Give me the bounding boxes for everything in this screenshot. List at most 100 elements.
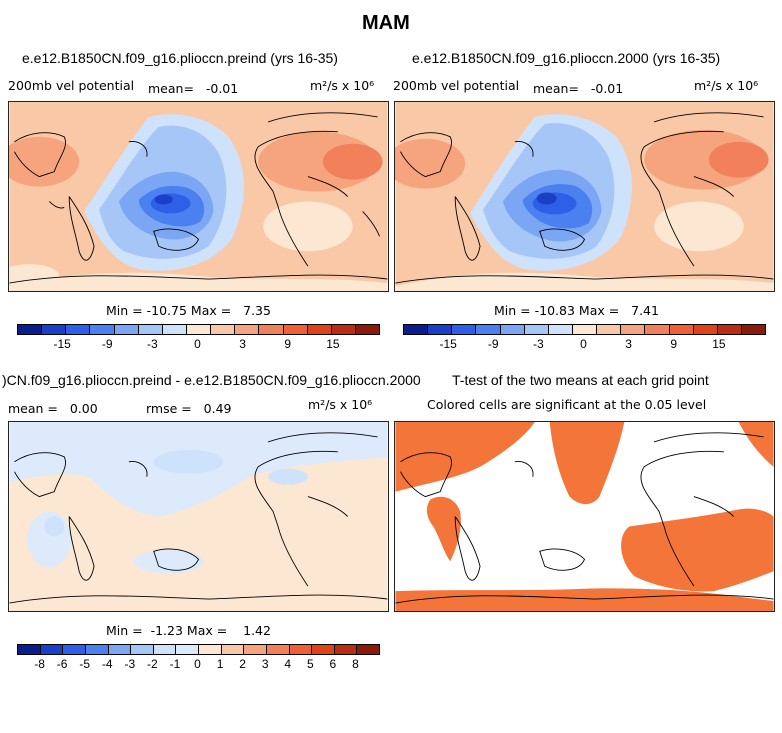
colorbar-swatch [289,645,313,654]
panel1-colorbar [17,324,380,335]
colorbar-swatch [266,645,290,654]
colorbar-swatch [235,325,260,334]
colorbar-swatch [621,325,646,334]
panel3-tick: -3 [124,657,136,671]
panel1-tick: 0 [194,337,201,351]
colorbar-swatch [108,645,132,654]
colorbar-swatch [85,645,109,654]
colorbar-swatch [500,325,525,334]
panel3-tick: 6 [329,657,337,671]
panel2-minmax: Min = -10.83 Max = 7.41 [494,303,659,318]
colorbar-swatch [42,325,67,334]
panel1-mean: mean= -0.01 [148,81,239,96]
panel1-tick: -3 [147,337,158,351]
panel1-tick: 3 [239,337,246,351]
panel2-tick: 3 [625,337,632,351]
panel1-tick: -9 [101,337,113,351]
colorbar-swatch [211,325,236,334]
colorbar-swatch [597,325,622,334]
panel1-minmax: Min = -10.75 Max = 7.35 [106,303,271,318]
panel3-rmse: rmse = 0.49 [146,401,232,416]
colorbar-swatch [138,325,163,334]
figure-title: MAM [362,12,410,34]
panel2-tick: -9 [487,337,499,351]
panel2-map [394,101,775,292]
colorbar-swatch [404,325,429,334]
panel3-mean: mean = 0.00 [8,401,98,416]
panel3-tick: -5 [79,657,91,671]
colorbar-swatch [153,645,177,654]
colorbar-swatch [131,645,154,654]
colorbar-swatch [693,325,718,334]
colorbar-swatch [452,325,477,334]
panel2-tick: 9 [670,337,678,351]
colorbar-swatch [645,325,670,334]
panel3-tick: 1 [216,657,224,671]
panel2-mean: mean= -0.01 [533,81,624,96]
colorbar-swatch [548,325,573,334]
colorbar-swatch [355,325,380,334]
panel3-tick: -6 [56,657,68,671]
colorbar-swatch [283,325,308,334]
panel3-map [8,421,389,612]
colorbar-swatch [221,645,245,654]
colorbar-swatch [176,645,199,654]
colorbar-swatch [18,325,43,334]
colorbar-swatch [476,325,501,334]
panel3-tick: 5 [306,657,314,671]
colorbar-swatch [90,325,115,334]
panel3-tick: 0 [194,657,201,671]
colorbar-swatch [40,645,64,654]
colorbar-swatch [334,645,358,654]
colorbar-swatch [114,325,139,334]
panel3-colorbar-ticks: -8 -6 -5 -4 -3 -2 -1 0 1 2 3 4 5 6 8 [17,657,378,671]
panel2-tick: -3 [533,337,544,351]
colorbar-swatch [717,325,742,334]
panel3-tick: 8 [352,657,359,671]
panel2-tick: 0 [580,337,587,351]
colorbar-swatch [741,325,766,334]
panel1-colorbar-ticks: -15 -9 -3 0 3 9 15 [17,337,378,351]
colorbar-swatch [572,325,598,334]
panel2-units: m²/s x 10⁶ [694,78,759,93]
panel3-title: )CN.f09_g16.plioccn.preind - e.e12.B1850… [2,372,421,388]
panel2-variable: 200mb vel potential [393,78,520,93]
colorbar-swatch [307,325,332,334]
panel3-colorbar [17,644,380,655]
colorbar-swatch [186,325,212,334]
panel2-title: e.e12.B1850CN.f09_g16.plioccn.2000 (yrs … [412,50,721,66]
panel3-tick: 3 [261,657,269,671]
colorbar-swatch [331,325,356,334]
panel1-tick: 9 [284,337,292,351]
panel3-tick: 2 [239,657,246,671]
colorbar-swatch [259,325,284,334]
panel3-tick: -1 [169,657,181,671]
panel1-units: m²/s x 10⁶ [310,78,375,93]
panel1-tick: -15 [53,337,71,351]
colorbar-swatch [428,325,453,334]
panel3-minmax: Min = -1.23 Max = 1.42 [106,623,271,638]
panel4-map [394,421,775,612]
panel2-tick: -15 [439,337,457,351]
panel1-title: e.e12.B1850CN.f09_g16.plioccn.preind (yr… [22,50,338,66]
colorbar-swatch [312,645,335,654]
panel1-variable: 200mb vel potential [8,78,135,93]
colorbar-swatch [669,325,694,334]
panel4-title: T-test of the two means at each grid poi… [452,372,709,388]
panel4-subtitle: Colored cells are significant at the 0.0… [427,397,707,412]
panel3-tick: -2 [147,657,158,671]
panel1-map [8,101,389,292]
panel3-tick: 4 [284,657,292,671]
panel3-tick: -8 [34,657,45,671]
colorbar-swatch [357,645,379,654]
colorbar-swatch [162,325,187,334]
panel1-tick: 15 [326,337,340,351]
panel3-units: m²/s x 10⁶ [308,397,373,412]
colorbar-swatch [63,645,86,654]
panel2-colorbar [403,324,766,335]
colorbar-swatch [244,645,267,654]
colorbar-swatch [18,645,41,654]
panel2-colorbar-ticks: -15 -9 -3 0 3 9 15 [403,337,764,351]
panel3-tick: -4 [101,657,113,671]
colorbar-swatch [524,325,549,334]
